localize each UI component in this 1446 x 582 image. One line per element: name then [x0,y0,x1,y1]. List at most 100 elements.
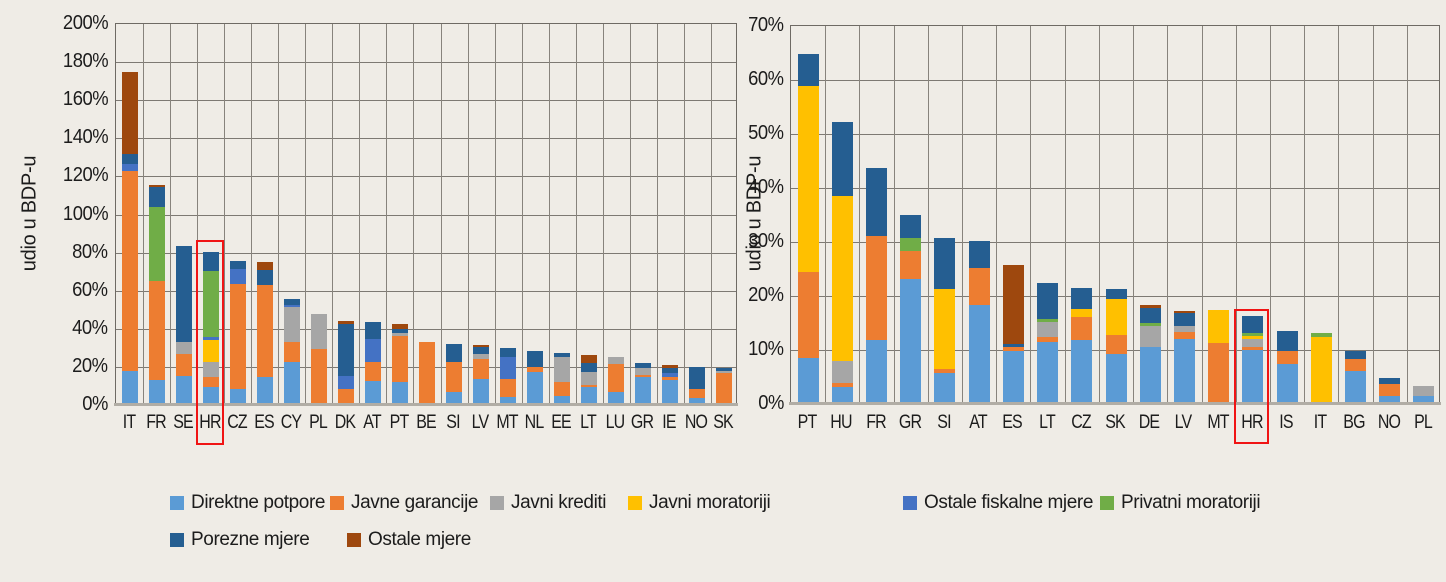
bar-segment [446,362,463,392]
bar-segment [229,260,246,270]
bar-segment [256,270,273,285]
gridline-vertical [602,24,604,403]
bar-segment [1037,342,1059,402]
bar-segment [1379,378,1401,384]
bar-segment [900,237,922,252]
bar-segment [689,367,706,390]
bar-segment [866,168,888,237]
bar-segment [527,367,544,372]
gridline-vertical [893,26,895,402]
gridline-vertical [467,24,469,403]
x-tick-label: SI [937,412,951,433]
bar-segment [1276,363,1298,402]
y-tick-label: 0% [758,392,784,414]
bar-segment [1139,325,1161,347]
bar-segment [554,395,571,403]
bar-segment [797,86,819,273]
legend-label: Ostale fiskalne mjere [924,492,1094,513]
bar-segment [608,392,625,403]
y-tick-label: 70% [748,14,785,36]
gridline-horizontal [116,176,736,178]
bar-segment [175,375,192,403]
bar-segment [1173,310,1195,314]
y-axis-ticks-left: 0% 20% 40% 60% 80% 100% 120% 140% 160% 180% 200% [30,0,109,460]
x-tick-label: MT [1206,412,1229,433]
y-tick-label: 10% [748,338,785,360]
bar-segment [1208,342,1230,402]
bar-segment [256,284,273,377]
x-tick-label: CY [280,412,302,433]
y-tick-label: 40% [748,176,785,198]
bar-segment [283,307,300,343]
x-tick-label: DK [334,412,356,433]
legend-row-1: Direktne potpore Javne garancije Javni kre… [0,492,1446,514]
gridline-vertical [413,24,415,403]
bar-segment [866,340,888,402]
bar-segment [500,347,517,358]
gridline-vertical [170,24,172,403]
bar-segment [716,371,733,374]
gridline-vertical [575,24,577,403]
bar-segment [934,237,956,290]
bar-segment [527,350,544,368]
bar-segment [148,281,165,381]
legend-label: Ostale mjere [368,529,471,550]
bar-segment [283,304,300,308]
x-tick-label: SI [446,412,460,433]
bar-segment [1344,358,1366,372]
bar-segment [1344,371,1366,402]
gridline-vertical [1406,26,1408,402]
bar-segment [716,373,733,403]
bar-segment [202,339,219,363]
bar-segment [1002,265,1024,344]
bar-segment [391,323,408,330]
bar-segment [1037,321,1059,338]
gridline-vertical [1133,26,1135,402]
bar-segment [608,357,625,364]
x-tick-label: IT [1313,412,1327,433]
bar-segment [934,289,956,369]
bar-segment [229,283,246,389]
bar-segment [121,154,138,164]
bar-segment [283,342,300,363]
bar-segment [121,170,138,371]
x-tick-label: PL [308,412,328,433]
bar-segment [1208,310,1230,343]
bar-segment [1242,346,1264,350]
bar-segment [202,376,219,388]
bar-segment [148,206,165,282]
bar-segment [1242,336,1264,339]
bar-segment [1413,396,1435,402]
bar-segment [831,121,853,197]
y-axis-ticks-right: 0% 10% 20% 30% 40% 50% 60% 70% [706,0,785,460]
x-tick-label: LT [1038,412,1056,433]
bar-segment [337,389,354,403]
bar-segment [1173,331,1195,339]
bar-segment [934,372,956,402]
bar-segment [202,337,219,340]
bar-segment [310,348,327,403]
bar-segment [608,363,625,393]
gridline-vertical [1201,26,1203,402]
legend-label: Javni krediti [511,492,607,513]
x-tick-label: BE [416,412,436,433]
gridline-horizontal [116,138,736,140]
bar-segment [446,391,463,403]
x-tick-label: MT [496,412,518,433]
bar-segment [419,342,435,403]
y-tick-label: 200% [62,12,109,34]
bar-segment [797,272,819,359]
gridline-horizontal [116,328,736,330]
y-tick-label: 40% [72,316,109,339]
bar-segment [202,362,219,377]
x-axis-line [789,402,1441,405]
bar-segment [1071,340,1093,402]
highlight-box-left [196,240,224,445]
bar-segment [391,329,408,333]
y-tick-label: 140% [62,126,109,149]
bar-segment [527,371,544,403]
gridline-vertical [386,24,388,403]
gridline-horizontal [791,188,1439,189]
bar-segment [175,246,192,343]
